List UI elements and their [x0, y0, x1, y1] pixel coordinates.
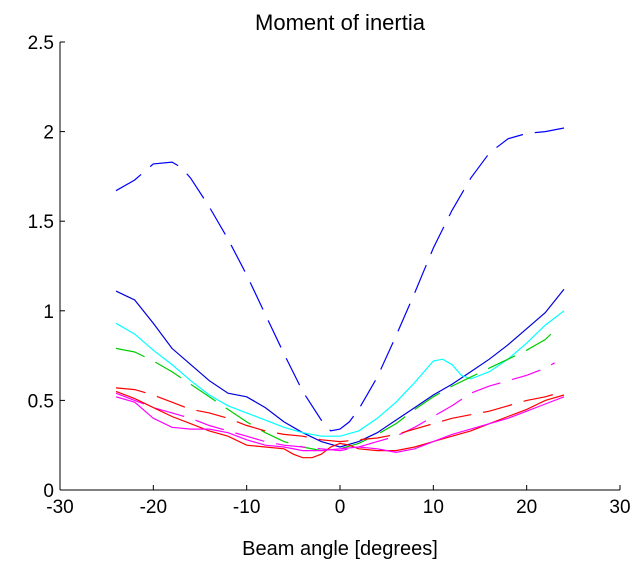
series-layer — [115, 127, 565, 459]
x-tick-label: -30 — [46, 497, 73, 518]
x-tick-label: 10 — [423, 497, 444, 518]
series-line-8 — [115, 396, 565, 454]
series-line-4 — [115, 330, 556, 452]
y-tick-label: 1 — [43, 302, 54, 323]
y-tick-label: 2.5 — [28, 33, 54, 54]
x-tick-label: 30 — [609, 497, 630, 518]
x-tick-label: 0 — [335, 497, 346, 518]
series-line-6 — [115, 387, 565, 443]
x-tick-label: -20 — [140, 497, 167, 518]
y-tick-label: 0.5 — [28, 391, 54, 412]
x-tick-label: 20 — [516, 497, 537, 518]
series-line-5 — [115, 362, 555, 452]
x-tick-label: -10 — [233, 497, 260, 518]
series-line-3 — [115, 310, 565, 437]
chart-title: Moment of inertia — [255, 10, 426, 35]
series-line-7 — [115, 390, 565, 459]
x-axis-label: Beam angle [degrees] — [242, 538, 438, 560]
y-tick-label: 1.5 — [28, 212, 54, 233]
series-line-2 — [115, 288, 565, 448]
y-tick-label: 2 — [43, 123, 54, 144]
y-tick-label: 0 — [43, 481, 54, 502]
axes-layer: -30 -20 -10 0 10 20 30 0 0.5 1 1.5 2 2.5 — [28, 33, 631, 518]
series-line-1 — [115, 127, 565, 432]
